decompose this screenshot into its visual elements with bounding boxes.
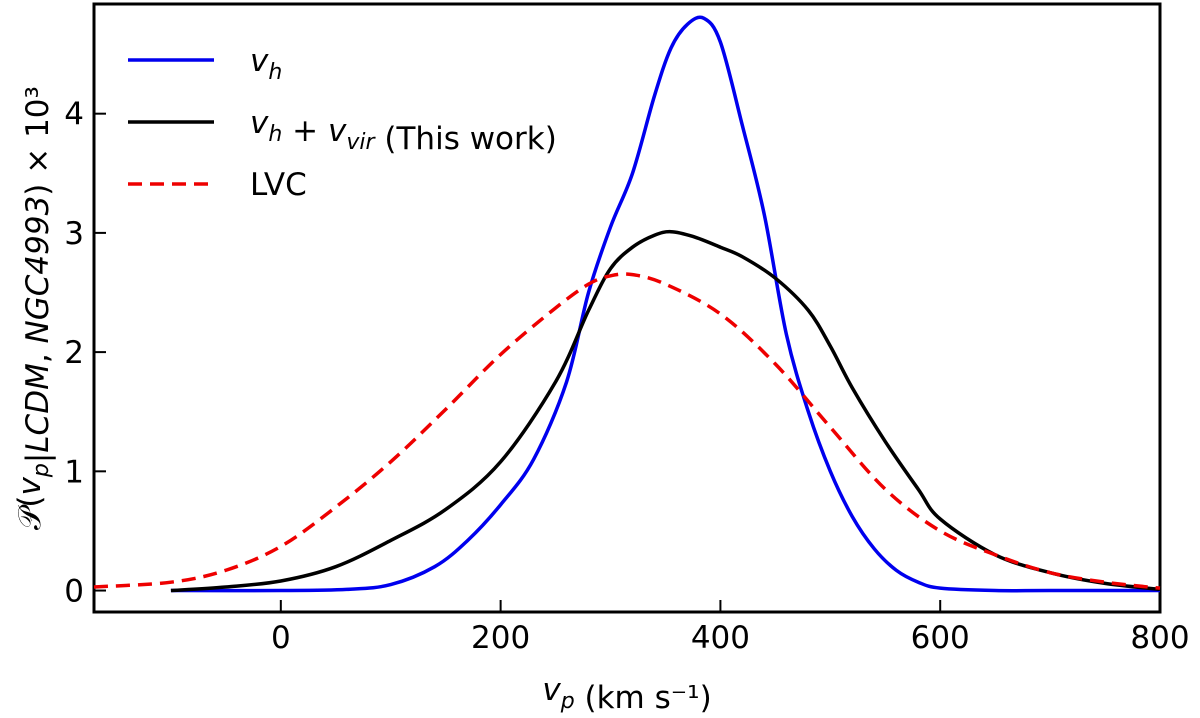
series-line-vh-vvir — [170, 229, 1161, 593]
y-tick-label: 0 — [64, 574, 84, 610]
x-tick-label: 800 — [1130, 620, 1189, 656]
series-lines — [93, 15, 1161, 593]
y-tick-label: 4 — [64, 97, 84, 133]
legend: vh vh + vvir (This work) LVC — [128, 43, 557, 203]
axis-ticks: 0 200 400 600 800 0 1 2 3 4 — [64, 97, 1189, 656]
series-line-vh — [170, 15, 1160, 593]
x-tick-label: 600 — [911, 620, 970, 656]
x-tick-label: 200 — [471, 620, 530, 656]
y-tick-label: 1 — [64, 454, 84, 490]
x-tick-label: 400 — [691, 620, 750, 656]
legend-label: vh — [250, 43, 282, 85]
legend-label: vh + vvir (This work) — [250, 105, 557, 157]
y-axis-label: 𝒫(vp|LCDM, NGC4993) × 10³ — [12, 86, 56, 530]
x-tick-label: 0 — [271, 620, 291, 656]
x-axis-label: vp (km s⁻¹) — [542, 672, 711, 716]
plot-frame — [92, 2, 1162, 614]
legend-label: LVC — [250, 167, 307, 203]
y-tick-label: 3 — [64, 216, 84, 252]
series-line-lvc — [93, 272, 1161, 590]
y-tick-label: 2 — [64, 335, 84, 371]
